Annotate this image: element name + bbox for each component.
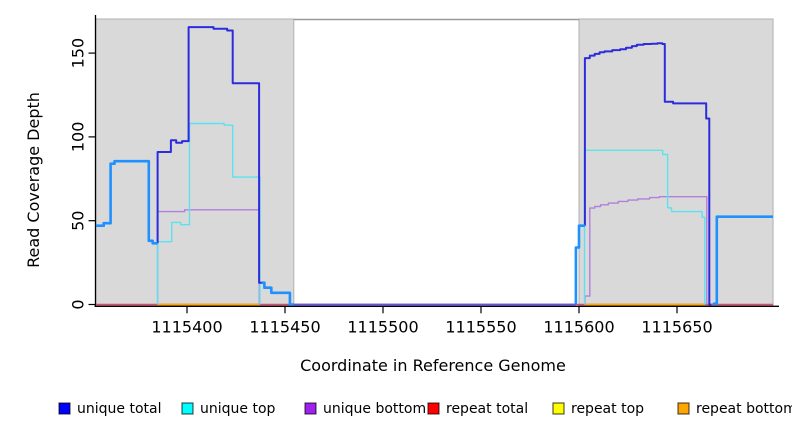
- legend: unique total unique top unique bottom repea…: [58, 401, 792, 417]
- legend-item-unique-top: unique top: [181, 401, 276, 417]
- y-tick-label-2: 100: [69, 122, 88, 153]
- legend-label-3: repeat total: [446, 401, 528, 417]
- x-tick-label-1: 1115450: [249, 317, 320, 336]
- axes: 1115400 1115450 1115500 1115550 1115600 11156…: [69, 15, 779, 336]
- x-tick-label-4: 1115600: [543, 317, 614, 336]
- legend-swatch-0: [58, 402, 71, 415]
- x-tick-label-3: 1115550: [445, 317, 516, 336]
- legend-item-repeat-total: repeat total: [427, 401, 528, 417]
- series-unique-top-left: [156, 122, 261, 305]
- x-tick-label-0: 1115400: [151, 317, 222, 336]
- legend-label-0: unique total: [77, 401, 161, 417]
- series-unique-total-dark-left: [156, 26, 262, 284]
- series-unique-top-right: [583, 149, 706, 305]
- legend-item-repeat-bottom: repeat bottom: [677, 401, 792, 417]
- legend-item-repeat-top: repeat top: [552, 401, 644, 417]
- legend-label-1: unique top: [200, 401, 276, 417]
- series-unique-total-light-left: [95, 159, 158, 245]
- legend-swatch-4: [552, 402, 565, 415]
- series-unique-total-light-tail: [261, 281, 294, 306]
- axis-labels: Coordinate in Reference Genome Read Cove…: [24, 92, 566, 375]
- legend-item-unique-bottom: unique bottom: [304, 401, 426, 417]
- legend-swatch-2: [304, 402, 317, 415]
- legend-swatch-3: [427, 402, 440, 415]
- data-series: [95, 26, 773, 306]
- y-axis-title: Read Coverage Depth: [24, 92, 43, 268]
- series-unique-bottom-right: [584, 196, 708, 306]
- legend-label-2: unique bottom: [323, 401, 426, 417]
- y-tick-label-3: 150: [69, 38, 88, 69]
- x-tick-label-5: 1115650: [641, 317, 712, 336]
- legend-item-unique-total: unique total: [58, 401, 161, 417]
- series-unique-total-light-step: [574, 224, 585, 305]
- legend-swatch-1: [181, 402, 194, 415]
- y-tick-label-1: 50: [69, 211, 88, 231]
- x-axis-title: Coordinate in Reference Genome: [300, 356, 566, 375]
- shaded-regions: [95, 18, 774, 306]
- legend-label-5: repeat bottom: [696, 401, 792, 417]
- y-tick-label-0: 0: [69, 299, 88, 309]
- series-unique-total-light-right: [712, 215, 773, 305]
- x-tick-label-2: 1115500: [347, 317, 418, 336]
- legend-label-4: repeat top: [571, 401, 644, 417]
- legend-swatch-5: [677, 402, 690, 415]
- series-unique-total-dark-right: [583, 42, 712, 306]
- right-covered-region: [578, 18, 774, 306]
